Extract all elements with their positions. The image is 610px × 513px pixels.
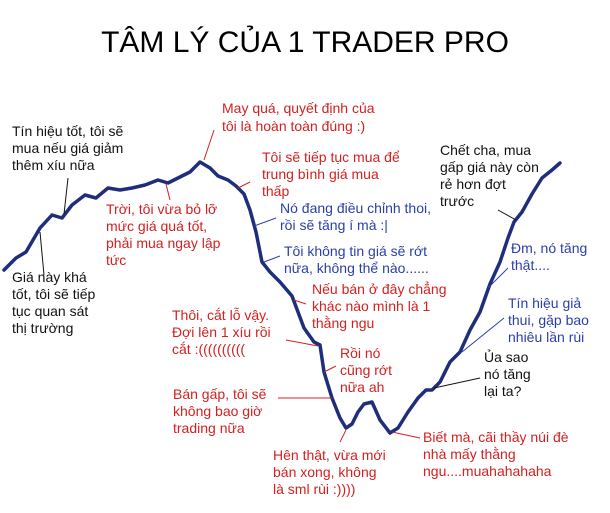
annotation-line: bán xong, không [273, 464, 377, 480]
annotation-a1: Giá này khá tốt, tôi sẽ tiếp tục quan sát t… [12, 269, 95, 336]
annotation-leader-a10 [323, 365, 337, 373]
annotation-line: Đợi lên 1 xíu rồi [172, 324, 271, 340]
annotation-a11: Bán gấp, tôi sẽ không bao giờ trading nữa [173, 386, 267, 436]
annotation-leader-a12 [339, 429, 347, 443]
diagram-title: TÂM LÝ CỦA 1 TRADER PRO [101, 25, 509, 59]
annotation-a14: Ủa sao nó tăng lại ta? [484, 348, 531, 399]
annotation-line: lại ta? [484, 383, 522, 399]
annotation-line: nhiêu lần rùi [508, 329, 584, 345]
annotation-line: Tín hiệu giả [508, 295, 581, 311]
annotation-line: Ủa sao [484, 348, 529, 365]
annotation-line: không bao giờ [173, 403, 262, 419]
annotation-a5: Tôi sẽ tiếp tục mua để trung bình giá mua… [262, 149, 400, 199]
annotation-line: thằng ngu [312, 315, 374, 331]
annotation-a15: Tín hiệu giả thui, gặp bao nhiêu lần rùi [508, 295, 589, 345]
annotation-leader-a1 [39, 231, 45, 276]
annotation-leader-a4 [203, 129, 215, 161]
annotation-line: Rồi nó [340, 345, 381, 361]
annotation-line: Đm, nó tăng [511, 240, 587, 256]
annotation-line: Chết cha, mua [440, 142, 531, 158]
annotation-line: Tín hiệu tốt, tôi sẽ [12, 123, 123, 139]
annotation-leader-a17 [497, 209, 517, 221]
annotation-a4: May quá, quyết định của tôi là hoàn toàn … [222, 100, 375, 134]
annotation-line: mức giá quá tốt, [106, 218, 207, 234]
annotation-line: tôi là hoàn toàn đúng :) [222, 118, 365, 134]
annotation-a17: Chết cha, mua gấp giá này còn rẻ hơn đợt tr… [440, 142, 539, 209]
annotation-line: Bán gấp, tôi sẽ [173, 386, 267, 402]
annotation-line: May quá, quyết định của [222, 100, 375, 116]
annotation-leader-a15 [461, 317, 505, 353]
annotation-line: Giá này khá [12, 269, 87, 285]
annotation-line: tốt, tôi sẽ tiếp [12, 286, 95, 302]
annotation-line: Nó đang điều chỉnh thoi, [280, 200, 431, 216]
annotation-leader-a8 [293, 299, 307, 305]
annotation-line: thấp [262, 183, 289, 199]
annotation-line: thui, gặp bao [508, 312, 589, 328]
annotation-line: trước [440, 193, 474, 209]
annotation-a13: Biết mà, cãi thầy núi đè nhà mấy thằng ngu… [423, 429, 569, 479]
annotation-line: là sml rùi :)))) [273, 481, 355, 497]
annotation-a8: Nếu bán ở đây chẳng khác nào mình là 1 thằ… [312, 280, 447, 331]
annotation-line: trung bình giá mua [262, 166, 379, 182]
annotation-leader-a14 [433, 377, 481, 389]
annotation-leader-a2 [63, 177, 69, 215]
annotation-line: mua nếu giá giảm [12, 140, 123, 156]
annotation-leader-a16 [487, 267, 509, 289]
annotation-line: nhà mấy thằng [423, 446, 516, 462]
annotation-line: Hên thật, vừa mới [273, 447, 386, 463]
annotation-a9: Thôi, cắt lỗ vậy. Đợi lên 1 xíu rồi cắt :(… [172, 307, 271, 357]
annotation-leader-a3 [165, 183, 171, 201]
annotation-line: cũng rớt [340, 362, 392, 378]
annotation-a6: Nó đang điều chỉnh thoi, rồi sẽ tăng í mà… [280, 200, 431, 233]
annotation-a12: Hên thật, vừa mới bán xong, không là sml r… [273, 447, 386, 497]
annotation-line: trading nữa [173, 420, 245, 436]
annotation-line: Nếu bán ở đây chẳng [312, 280, 447, 297]
annotation-a16: Đm, nó tăng thật.... [511, 240, 587, 273]
annotation-line: nữa, không thể nào...... [284, 260, 429, 276]
annotation-leader-a13 [391, 431, 421, 439]
annotation-line: Tôi không tin giá sẽ rớt [284, 243, 427, 259]
annotation-line: Trời, tôi vừa bỏ lỡ [106, 201, 217, 217]
annotation-a7: Tôi không tin giá sẽ rớt nữa, không thể n… [284, 243, 429, 276]
annotation-leader-a7 [263, 255, 281, 263]
annotation-line: phải mua ngay lập [106, 235, 221, 251]
annotation-line: thêm xíu nữa [12, 157, 95, 173]
annotation-line: nó tăng [484, 366, 531, 382]
annotation-a2: Tín hiệu tốt, tôi sẽ mua nếu giá giảm thêm… [12, 123, 123, 173]
annotation-line: khác nào mình là 1 [312, 298, 431, 314]
annotation-line: ngu....muahahahaha [423, 463, 552, 479]
annotation-line: rồi sẽ tăng í mà :| [280, 217, 388, 233]
annotation-line: nữa ah [340, 379, 384, 395]
annotation-a3: Trời, tôi vừa bỏ lỡ mức giá quá tốt, phải … [106, 201, 221, 268]
annotation-line: Thôi, cắt lỗ vậy. [172, 307, 269, 323]
annotation-line: thị trường [12, 320, 73, 336]
annotation-a10: Rồi nó cũng rớt nữa ah [340, 345, 392, 395]
annotation-line: tức [106, 252, 126, 268]
annotation-line: rẻ hơn đợt [440, 176, 506, 192]
annotation-line: gấp giá này còn [440, 159, 539, 175]
annotation-line: Biết mà, cãi thầy núi đè [423, 429, 569, 445]
annotation-line: thật.... [511, 257, 550, 273]
annotation-labels: Giá này khá tốt, tôi sẽ tiếp tục quan sát t… [12, 100, 589, 497]
annotation-leaders [39, 129, 517, 443]
annotation-leader-a9 [285, 339, 319, 347]
price-line [2, 160, 562, 435]
annotation-leader-a6 [253, 217, 277, 227]
annotation-leader-a5 [237, 181, 251, 189]
annotation-line: Tôi sẽ tiếp tục mua để [262, 149, 400, 165]
annotation-line: cắt :(((((((((( [172, 341, 245, 357]
annotation-line: tục quan sát [12, 303, 88, 319]
